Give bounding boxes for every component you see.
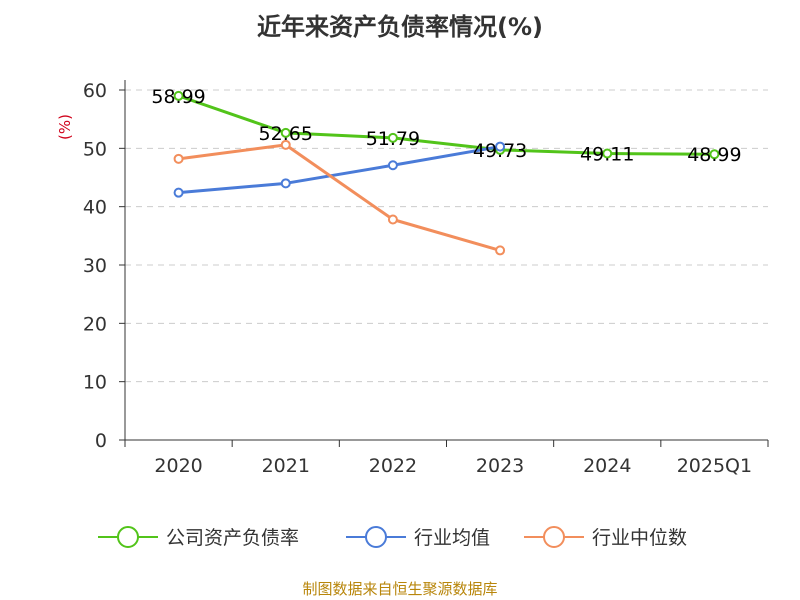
y-tick-label: 0	[95, 430, 107, 452]
y-tick-label: 20	[83, 313, 107, 335]
y-tick-label: 60	[83, 80, 107, 102]
data-point	[387, 160, 398, 171]
data-point	[709, 149, 720, 160]
data-point	[495, 141, 506, 152]
data-point	[173, 153, 184, 164]
x-tick-label: 2024	[583, 455, 631, 477]
data-point	[173, 187, 184, 198]
legend-label: 公司资产负债率	[166, 527, 299, 549]
data-label: 51.79	[366, 128, 420, 150]
legend-marker	[365, 526, 387, 548]
legend-marker	[117, 526, 139, 548]
data-point	[387, 214, 398, 225]
x-tick-label: 2025Q1	[677, 455, 752, 477]
data-label: 49.73	[473, 140, 527, 162]
series-line	[178, 143, 501, 252]
data-point	[280, 178, 291, 189]
data-point	[387, 132, 398, 143]
y-tick-label: 10	[83, 372, 107, 394]
data-point	[173, 90, 184, 101]
data-label: 58.99	[151, 86, 205, 108]
legend-label: 行业中位数	[592, 527, 687, 549]
data-point	[280, 127, 291, 138]
series-line	[178, 145, 501, 195]
series-line	[178, 94, 715, 156]
y-tick-label: 30	[83, 255, 107, 277]
data-label: 48.99	[687, 144, 741, 166]
series-lines	[173, 90, 720, 256]
data-labels: 58.99 52.65 51.79 49.73 49.11 48.99	[151, 86, 741, 166]
x-tick-label: 2023	[476, 455, 524, 477]
data-point	[280, 139, 291, 150]
axes: 0 10 20 30 40 50 60 2020 2021 2022 2023 2024 2025Q1	[83, 80, 769, 477]
y-tick-label: 40	[83, 197, 107, 219]
data-label: 49.11	[580, 144, 634, 166]
grid-lines	[125, 89, 768, 383]
x-tick-label: 2020	[154, 455, 202, 477]
y-tick-label: 50	[83, 138, 107, 160]
data-point	[495, 245, 506, 256]
legend: 公司资产负债率 行业均值 行业中位数	[98, 526, 687, 549]
data-point	[602, 148, 613, 159]
source-note: 制图数据来自恒生聚源数据库	[302, 580, 497, 598]
y-axis-label: (%)	[56, 114, 74, 140]
data-label: 52.65	[259, 123, 313, 145]
chart-title: 近年来资产负债率情况(%)	[257, 13, 543, 41]
x-tick-label: 2021	[262, 455, 310, 477]
legend-marker	[543, 526, 565, 548]
legend-label: 行业均值	[414, 527, 490, 549]
x-tick-label: 2022	[369, 455, 417, 477]
